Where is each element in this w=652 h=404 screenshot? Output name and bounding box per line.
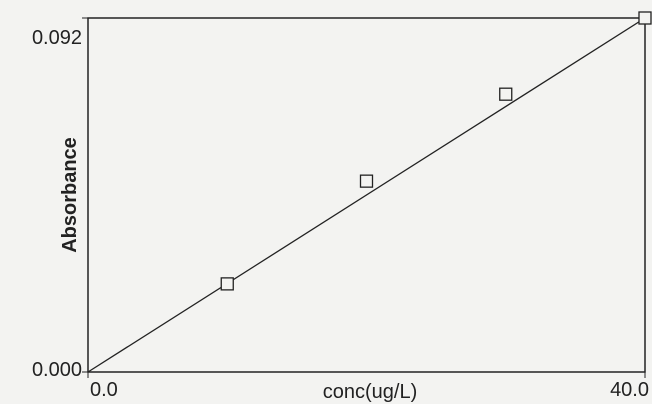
y-tick-label: 0.000 (32, 359, 82, 381)
x-axis-label: conc(ug/L) (323, 381, 418, 403)
fit-line (87, 17, 646, 373)
data-point (499, 87, 513, 101)
y-axis-label: Absorbance (59, 137, 81, 253)
y-tick-label: 0.092 (32, 27, 82, 49)
data-point (638, 11, 652, 25)
data-point (220, 277, 234, 291)
plot-frame (87, 17, 646, 373)
data-point (359, 174, 374, 188)
x-tick-label: 0.0 (90, 379, 118, 401)
x-tick-label: 40.0 (610, 379, 649, 401)
